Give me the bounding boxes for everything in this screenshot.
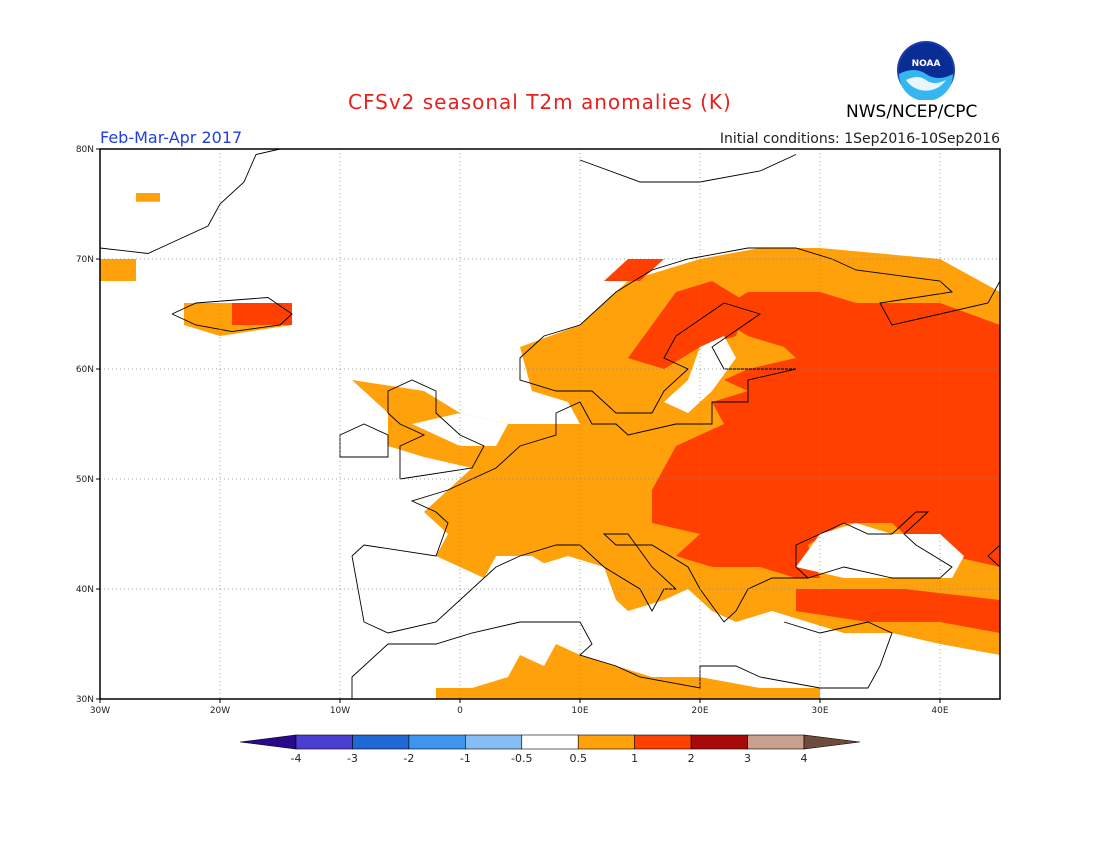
colorbar-segment — [521, 734, 579, 750]
coastline-ireland — [339, 423, 389, 458]
colorbar-label: -0.5 — [511, 752, 532, 765]
anomaly-area-scandinavia — [628, 281, 748, 369]
lon-label: 30W — [90, 706, 110, 716]
latitude-labels: 80N 70N 60N 50N 40N 30N — [76, 145, 100, 705]
colorbar-segment — [577, 734, 635, 750]
anomaly-area-greenland — [100, 259, 136, 281]
coastline-caspian — [987, 544, 1001, 568]
neutral-baltic — [664, 336, 736, 413]
longitude-labels: 30W 20W 10W 0 10E 20E 30E 40E — [90, 699, 949, 716]
anomaly-area-iceland-strong — [232, 303, 292, 325]
anomaly-area-strong-warm — [652, 292, 1000, 578]
colorbar-segment — [352, 734, 410, 750]
lon-label: 10E — [571, 706, 588, 716]
colorbar-label: -1 — [460, 752, 471, 765]
lon-label: 0 — [457, 706, 463, 716]
forecast-period: Feb-Mar-Apr 2017 — [100, 128, 243, 147]
map-frame — [99, 148, 1001, 700]
initial-conditions: Initial conditions: 1Sep2016-10Sep2016 — [719, 131, 1000, 147]
coastline-atlantic — [351, 247, 1001, 557]
anomaly-area-svalbard — [136, 193, 160, 202]
anomaly-cells — [100, 193, 1000, 699]
coastline-europe — [351, 511, 953, 634]
coastlines — [99, 148, 1001, 699]
lat-label: 70N — [76, 255, 94, 265]
colorbar-segment — [747, 734, 805, 750]
colorbar-label: 4 — [801, 752, 808, 765]
lon-label: 10W — [330, 706, 350, 716]
coastline-iceland — [171, 297, 293, 333]
svg-text:NOAA: NOAA — [912, 59, 941, 69]
coastline-africa — [351, 621, 893, 699]
colorbar-max-arrow — [803, 734, 861, 750]
colorbar-label: -2 — [403, 752, 414, 765]
colorbar-label: -3 — [347, 752, 358, 765]
colorbar-label: 1 — [631, 752, 638, 765]
neutral-black-sea — [796, 523, 964, 578]
chart-title: CFSv2 seasonal T2m anomalies (K) — [348, 90, 732, 114]
coastline-svalbard — [579, 154, 797, 183]
anomaly-area-anatolia — [796, 589, 1000, 633]
anomaly-area-norway — [604, 259, 664, 281]
coastline-britain — [387, 379, 485, 480]
colorbar-label: 0.5 — [569, 752, 587, 765]
lat-label: 50N — [76, 475, 94, 485]
lat-label: 30N — [76, 695, 94, 705]
lat-label: 40N — [76, 585, 94, 595]
colorbar-label: -4 — [291, 752, 302, 765]
lat-label: 80N — [76, 145, 94, 155]
colorbar-segment — [295, 734, 353, 750]
colorbar-min-arrow — [239, 734, 297, 750]
lon-label: 40E — [931, 706, 948, 716]
colorbar-segment — [465, 734, 523, 750]
lat-label: 60N — [76, 365, 94, 375]
colorbar: -4 -3 -2 -1 -0.5 0.5 1 2 3 4 — [239, 734, 861, 765]
lon-label: 20E — [691, 706, 708, 716]
agency-label: NWS/NCEP/CPC — [846, 102, 978, 122]
noaa-logo: NOAA — [897, 41, 955, 100]
colorbar-segment — [690, 734, 748, 750]
colorbar-label: 3 — [744, 752, 751, 765]
colorbar-label: 2 — [688, 752, 695, 765]
colorbar-segment — [408, 734, 466, 750]
lon-label: 30E — [811, 706, 828, 716]
colorbar-segment — [634, 734, 692, 750]
coastline-greenland — [99, 148, 281, 254]
lon-label: 20W — [210, 706, 230, 716]
